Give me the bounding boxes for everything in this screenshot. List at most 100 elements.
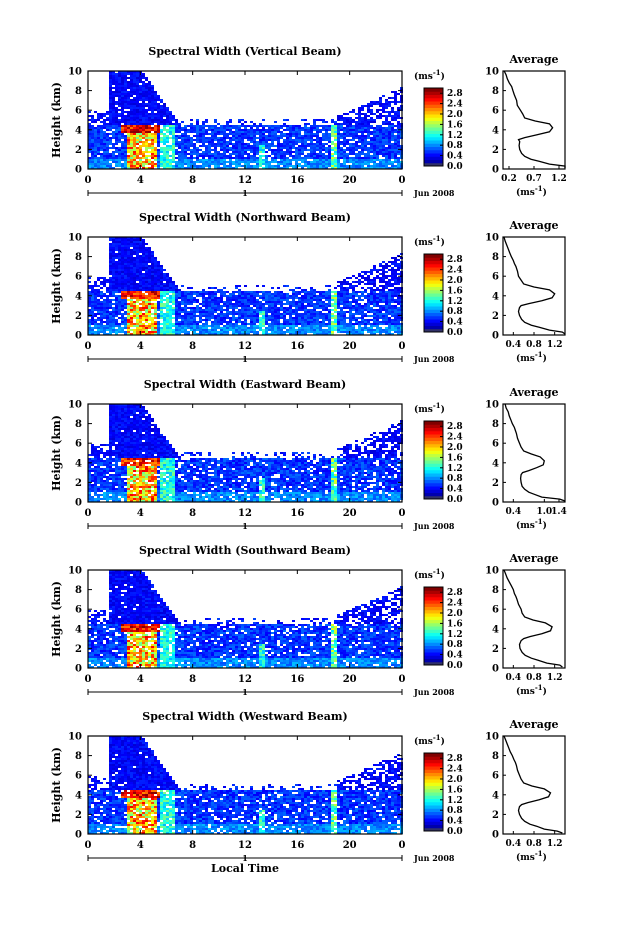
heatmap-cell [379, 113, 382, 115]
heatmap-cell [184, 137, 187, 139]
heatmap-cell [367, 119, 370, 121]
heatmap-cell [148, 269, 151, 271]
heatmap-cell [127, 107, 130, 109]
heatmap-cell [121, 269, 124, 271]
heatmap-cell [325, 159, 328, 161]
heatmap-cell [112, 109, 115, 111]
heatmap-cell [334, 137, 337, 139]
heatmap-cell [337, 143, 340, 145]
heatmap-cell [121, 149, 124, 151]
heatmap-cell [118, 151, 121, 153]
colorbar-swatch [424, 149, 443, 154]
heatmap-cell [175, 321, 178, 323]
heatmap-cell [202, 121, 205, 123]
heatmap-cell [367, 151, 370, 153]
heatmap-cell [253, 131, 256, 133]
heatmap-cell [118, 309, 121, 311]
heatmap-cell [145, 253, 148, 255]
heatmap-cell [139, 139, 142, 141]
heatmap-cell [118, 325, 121, 327]
heatmap-cell [250, 137, 253, 139]
heatmap-cell [202, 331, 205, 333]
heatmap-cell [307, 329, 310, 331]
heatmap-cell [298, 321, 301, 323]
heatmap-cell [343, 123, 346, 125]
heatmap-cell [115, 253, 118, 255]
heatmap-cell [262, 127, 265, 129]
heatmap-cell [202, 305, 205, 307]
heatmap-cell [193, 163, 196, 165]
heatmap-cell [91, 147, 94, 149]
heatmap-cell [178, 127, 181, 129]
heatmap-cell [160, 157, 163, 159]
heatmap-cell [265, 327, 268, 329]
heatmap-cell [148, 301, 151, 303]
heatmap-cell [370, 167, 373, 169]
heatmap-cell [373, 159, 376, 161]
heatmap-cell [241, 165, 244, 167]
heatmap-cell [292, 133, 295, 135]
heatmap-cell [154, 121, 157, 123]
heatmap-cell [271, 157, 274, 159]
heatmap-cell [97, 163, 100, 165]
xtick-label: 16 [290, 175, 304, 186]
heatmap-cell [124, 305, 127, 307]
heatmap-cell [316, 321, 319, 323]
heatmap-cell [97, 167, 100, 169]
heatmap-cell [277, 137, 280, 139]
heatmap-cell [124, 267, 127, 269]
heatmap-cell [229, 303, 232, 305]
heatmap-cell [337, 329, 340, 331]
heatmap-cell [298, 293, 301, 295]
heatmap-cell [154, 279, 157, 281]
heatmap-cell [376, 143, 379, 145]
heatmap-cell [109, 295, 112, 297]
heatmap-cell [214, 149, 217, 151]
heatmap-cell [103, 305, 106, 307]
heatmap-cell [145, 167, 148, 169]
heatmap-cell [109, 91, 112, 93]
heatmap-cell [139, 79, 142, 81]
heatmap-cell [142, 161, 145, 163]
heatmap-cell [322, 155, 325, 157]
heatmap-cell [304, 163, 307, 165]
heatmap-cell [331, 303, 334, 305]
heatmap-cell [283, 139, 286, 141]
heatmap-cell [115, 93, 118, 95]
heatmap-cell [97, 293, 100, 295]
heatmap-cell [397, 161, 400, 163]
heatmap-cell [256, 161, 259, 163]
heatmap-cell [301, 127, 304, 129]
heatmap-cell [229, 139, 232, 141]
heatmap-cell [355, 161, 358, 163]
heatmap-cell [91, 159, 94, 161]
heatmap-cell [142, 85, 145, 87]
heatmap-cell [388, 159, 391, 161]
heatmap-cell [289, 289, 292, 291]
heatmap-cell [154, 103, 157, 105]
heatmap-cell [289, 333, 292, 335]
heatmap-cell [145, 147, 148, 149]
heatmap-cell [268, 155, 271, 157]
heatmap-cell [304, 317, 307, 319]
heatmap-cell [259, 163, 262, 165]
heatmap-cell [97, 149, 100, 151]
heatmap-cell [121, 261, 124, 263]
heatmap-cell [127, 249, 130, 251]
heatmap-cell [91, 165, 94, 167]
heatmap-cell [319, 301, 322, 303]
heatmap-cell [112, 263, 115, 265]
heatmap-cell [280, 159, 283, 161]
heatmap-cell [244, 293, 247, 295]
heatmap-cell [337, 303, 340, 305]
heatmap-cell [136, 97, 139, 99]
heatmap-cell [175, 137, 178, 139]
heatmap-cell [112, 283, 115, 285]
heatmap-cell [136, 103, 139, 105]
heatmap-cell [103, 329, 106, 331]
heatmap-cell [241, 161, 244, 163]
colorbar-tick-label: 2.8 [447, 89, 463, 99]
heatmap-cell [133, 265, 136, 267]
heatmap-cell [223, 139, 226, 141]
heatmap-cell [91, 287, 94, 289]
